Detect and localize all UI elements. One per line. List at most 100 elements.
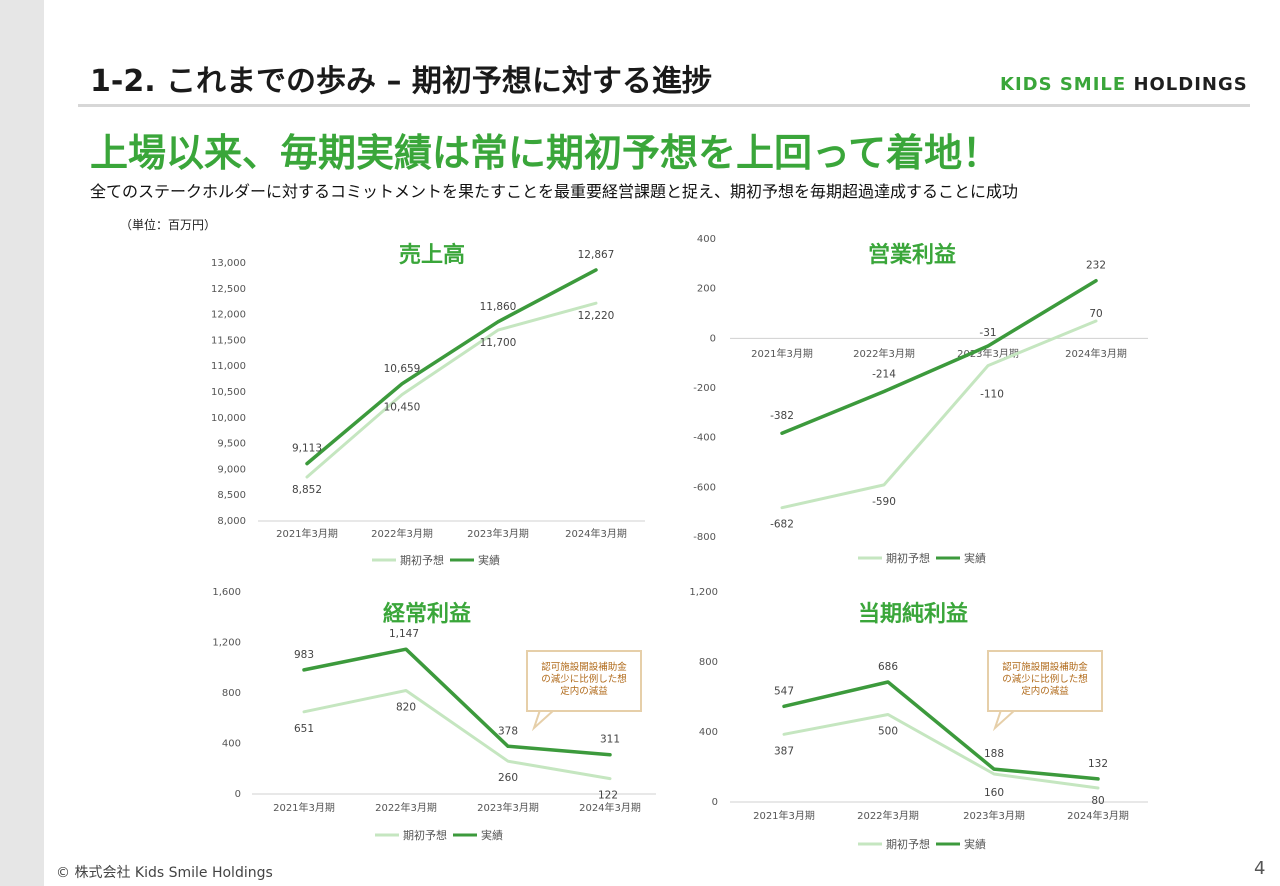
data-label: 12,867: [578, 249, 615, 261]
legend-label: 実績: [964, 837, 986, 851]
data-label: -382: [770, 410, 794, 422]
legend-label: 実績: [964, 551, 986, 565]
x-tick-label: 2023年3月期: [957, 347, 1019, 360]
y-tick-label: 9,500: [217, 439, 246, 450]
data-label: 500: [878, 726, 898, 738]
y-tick-label: 10,000: [211, 413, 246, 424]
y-tick-label: 0: [710, 333, 716, 344]
y-tick-label: 0: [235, 789, 241, 800]
company-logo: KIDS SMILE HOLDINGS: [1000, 74, 1248, 95]
y-tick-label: 10,500: [211, 387, 246, 398]
slide-title: 1-2. これまでの歩み – 期初予想に対する進捗: [90, 64, 712, 99]
data-label: 188: [984, 748, 1004, 760]
y-tick-label: 12,000: [211, 310, 246, 321]
logo-kids-smile: KIDS SMILE: [1000, 74, 1127, 95]
legend-label: 期初予想: [400, 553, 444, 567]
actual-line: [302, 647, 612, 757]
data-label: -110: [980, 389, 1004, 401]
data-label: 378: [498, 725, 518, 737]
data-label: 11,700: [480, 337, 517, 349]
y-tick-label: 13,000: [211, 258, 246, 269]
chart-title: 営業利益: [868, 242, 956, 268]
y-tick-label: -800: [693, 532, 716, 543]
x-tick-label: 2023年3月期: [467, 527, 529, 540]
y-tick-label: 800: [222, 688, 241, 699]
footer-copyright: © 株式会社 Kids Smile Holdings: [56, 865, 273, 881]
y-tick-label: 800: [699, 657, 718, 668]
x-tick-label: 2024年3月期: [565, 527, 627, 540]
actual-line: [780, 278, 1098, 435]
data-label: 232: [1086, 260, 1106, 272]
forecast-line: [780, 319, 1098, 510]
legend-label: 実績: [481, 828, 503, 842]
data-label: 11,860: [480, 301, 517, 313]
legend-label: 期初予想: [886, 551, 930, 565]
x-tick-label: 2023年3月期: [477, 801, 539, 814]
forecast-line: [302, 689, 612, 781]
left-side-band: [0, 0, 44, 886]
forecast-line: [305, 301, 598, 479]
chart-title: 売上高: [399, 242, 465, 268]
y-tick-label: 1,600: [212, 587, 241, 598]
data-label: 8,852: [292, 484, 322, 496]
data-label: 132: [1088, 758, 1108, 770]
legend-label: 実績: [478, 553, 500, 567]
data-label: -590: [872, 496, 896, 508]
callout-net-profit: 認可施設開設補助金 の減少に比例した想 定内の減益: [987, 650, 1103, 712]
y-tick-label: 400: [222, 739, 241, 750]
legend-label: 期初予想: [886, 837, 930, 851]
data-label: 1,147: [389, 628, 419, 640]
x-tick-label: 2021年3月期: [751, 347, 813, 360]
data-label: 547: [774, 685, 794, 697]
y-tick-label: -600: [693, 482, 716, 493]
y-tick-label: 1,200: [689, 587, 718, 598]
data-label: 820: [396, 701, 416, 713]
data-label: 651: [294, 723, 314, 735]
logo-holdings: HOLDINGS: [1133, 74, 1248, 95]
y-tick-label: 200: [697, 284, 716, 295]
y-tick-label: 11,000: [211, 361, 246, 372]
y-tick-label: 12,500: [211, 284, 246, 295]
data-label: 311: [600, 734, 620, 746]
x-tick-label: 2022年3月期: [371, 527, 433, 540]
y-tick-label: 1,200: [212, 638, 241, 649]
y-tick-label: 9,000: [217, 464, 246, 475]
actual-line: [305, 268, 598, 466]
data-label: 10,659: [384, 363, 421, 375]
data-label: 80: [1091, 795, 1104, 807]
page-number: 4: [1254, 858, 1266, 879]
x-tick-label: 2024年3月期: [1065, 347, 1127, 360]
data-label: 387: [774, 745, 794, 757]
actual-line: [782, 680, 1100, 781]
y-tick-label: 8,000: [217, 516, 246, 527]
data-label: 260: [498, 772, 518, 784]
forecast-line: [782, 713, 1100, 790]
data-label: 12,220: [578, 310, 615, 322]
data-label: -682: [770, 519, 794, 531]
callout-tail: [531, 709, 557, 732]
chart-title: 経常利益: [383, 601, 471, 627]
x-tick-label: 2024年3月期: [1067, 809, 1129, 822]
data-label: 70: [1089, 308, 1102, 320]
x-tick-label: 2024年3月期: [579, 801, 641, 814]
data-label: 9,113: [292, 443, 322, 455]
data-label: -31: [979, 327, 996, 339]
y-tick-label: 8,500: [217, 490, 246, 501]
callout-ordinary-profit: 認可施設開設補助金 の減少に比例した想 定内の減益: [526, 650, 642, 712]
legend-label: 期初予想: [403, 828, 447, 842]
x-tick-label: 2022年3月期: [857, 809, 919, 822]
data-label: 10,450: [384, 402, 421, 414]
subheadline: 全てのステークホルダーに対するコミットメントを果たすことを最重要経営課題と捉え、…: [90, 182, 1019, 201]
y-tick-label: -200: [693, 383, 716, 394]
y-tick-label: 0: [712, 797, 718, 808]
callout-tail: [992, 709, 1018, 732]
x-tick-label: 2023年3月期: [963, 809, 1025, 822]
y-tick-label: 400: [697, 234, 716, 245]
header-divider: [78, 104, 1250, 107]
unit-label: （単位：百万円）: [120, 218, 217, 232]
data-label: 122: [598, 790, 618, 802]
y-tick-label: 11,500: [211, 335, 246, 346]
x-tick-label: 2022年3月期: [375, 801, 437, 814]
y-tick-label: 400: [699, 727, 718, 738]
